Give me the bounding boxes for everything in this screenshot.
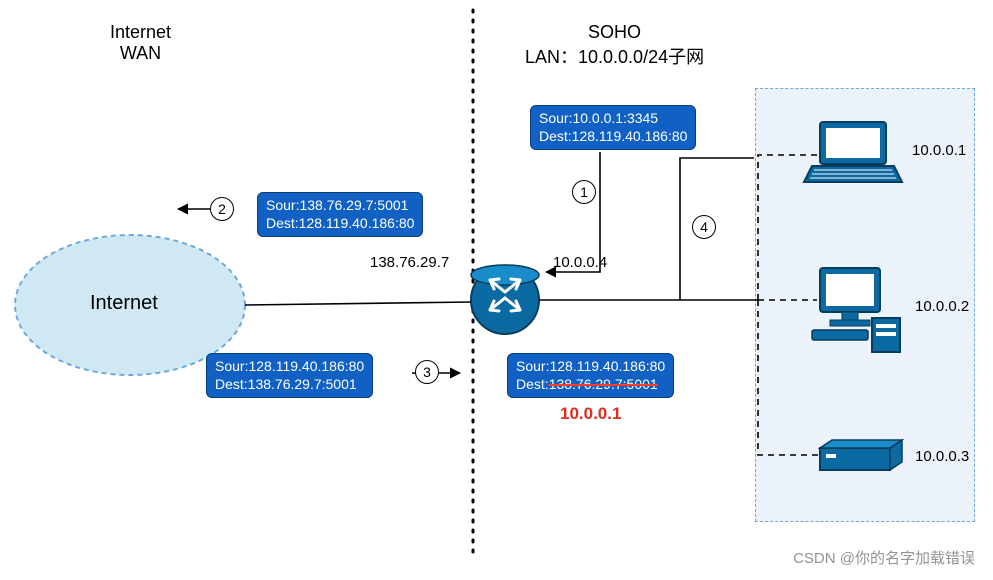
- router-wan-ip: 138.76.29.7: [370, 254, 449, 271]
- wan-title: Internet WAN: [110, 22, 171, 64]
- packet-1-dest: Dest:128.119.40.186:80: [539, 128, 687, 146]
- step-1: 1: [572, 180, 596, 204]
- packet-3-dest: Dest:138.76.29.7:5001: [215, 376, 364, 394]
- wan-title-line1: Internet: [110, 22, 171, 43]
- device-ip: 10.0.0.3: [915, 448, 969, 465]
- laptop-ip: 10.0.0.1: [912, 142, 966, 159]
- soho-title-line1: SOHO: [525, 22, 704, 43]
- router-icon: [471, 265, 539, 334]
- packet-4-dest-struck: 138.76.29.7:5001: [549, 376, 658, 392]
- lan-link-device: [758, 300, 818, 455]
- packet-2-dest: Dest:128.119.40.186:80: [266, 215, 414, 233]
- packet-1-sour: Sour:10.0.0.1:3345: [539, 110, 687, 128]
- watermark-text: CSDN @你的名字加载错误: [793, 547, 975, 568]
- packet-4: Sour:128.119.40.186:80 Dest:138.76.29.7:…: [507, 353, 674, 398]
- link-cloud-router: [245, 302, 471, 305]
- step-3: 3: [415, 360, 439, 384]
- laptop-icon: [804, 122, 902, 182]
- packet-4-replacement: 10.0.0.1: [560, 404, 621, 424]
- packet-2-sour: Sour:138.76.29.7:5001: [266, 197, 414, 215]
- packet-4-dest-prefix: Dest:: [516, 376, 549, 392]
- soho-title: SOHO LAN：10.0.0.0/24子网: [525, 22, 704, 69]
- router-lan-ip: 10.0.0.4: [553, 254, 607, 271]
- flow-step4: [680, 158, 754, 300]
- wan-title-line2: WAN: [110, 43, 171, 64]
- desktop-ip: 10.0.0.2: [915, 298, 969, 315]
- packet-3: Sour:128.119.40.186:80 Dest:138.76.29.7:…: [206, 353, 373, 398]
- packet-3-sour: Sour:128.119.40.186:80: [215, 358, 364, 376]
- diagram-svg: [0, 0, 993, 580]
- packet-4-dest: Dest:138.76.29.7:5001: [516, 376, 665, 394]
- step-4: 4: [692, 215, 716, 239]
- step-2: 2: [210, 197, 234, 221]
- packet-2: Sour:138.76.29.7:5001 Dest:128.119.40.18…: [257, 192, 423, 237]
- desktop-icon: [812, 268, 900, 352]
- packet-4-sour: Sour:128.119.40.186:80: [516, 358, 665, 376]
- soho-title-line2: LAN：10.0.0.0/24子网: [525, 43, 704, 69]
- device-icon: [820, 440, 902, 470]
- cloud-label: Internet: [90, 292, 158, 315]
- packet-1: Sour:10.0.0.1:3345 Dest:128.119.40.186:8…: [530, 105, 696, 150]
